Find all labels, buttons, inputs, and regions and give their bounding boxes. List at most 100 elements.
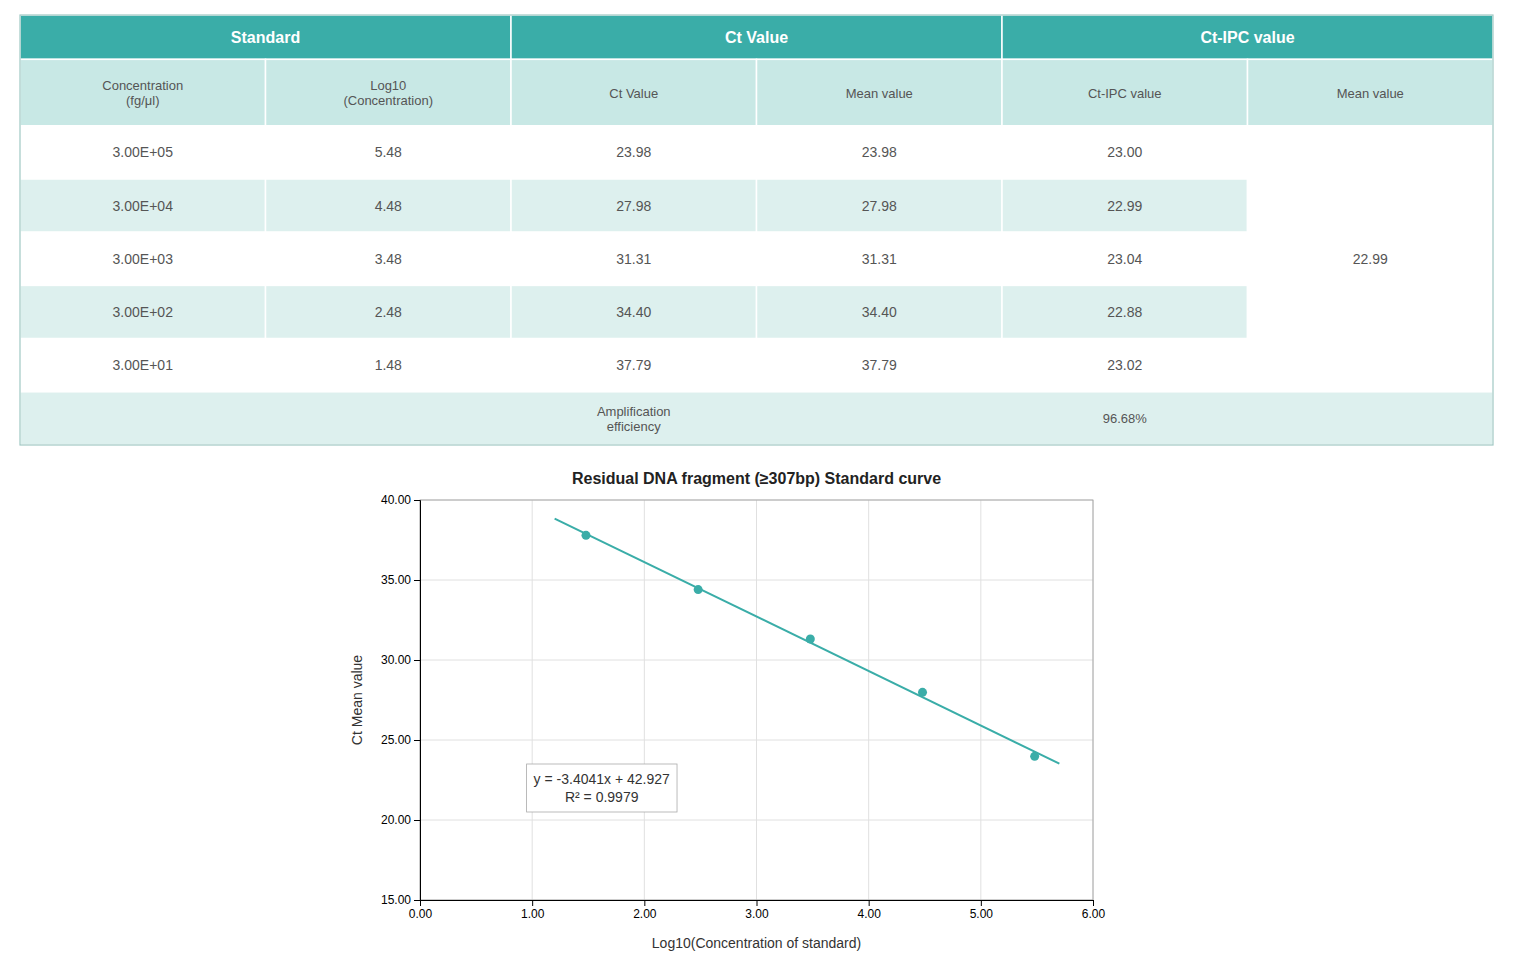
cell-text: 3.00E+05	[113, 144, 174, 160]
table-cell	[757, 339, 1003, 392]
table-cell	[266, 339, 512, 392]
table-border	[20, 15, 1493, 445]
tick-mark	[532, 900, 533, 906]
grid	[420, 500, 1093, 900]
header-text: Mean value	[846, 85, 913, 100]
cell-text: 37.79	[616, 357, 651, 373]
tick: 6.00	[1082, 900, 1106, 921]
footer-text: 96.68%	[1103, 411, 1148, 426]
grid-line-y	[420, 660, 1093, 661]
table-cell	[511, 339, 757, 392]
table-cell	[1002, 179, 1248, 232]
grid-line-x	[756, 500, 757, 900]
header-group-text: Standard	[231, 29, 300, 46]
tick-label: 6.00	[1082, 907, 1106, 921]
tick-label: 15.00	[381, 893, 411, 907]
annotation-box	[527, 764, 677, 812]
cell-text: 1.48	[375, 357, 402, 373]
x-axis: 0.001.002.003.004.005.006.00	[409, 900, 1106, 921]
tick: 15.00	[381, 893, 420, 907]
header-text: Concentration(fg/μl)	[102, 77, 183, 108]
header-cell	[757, 59, 1003, 125]
header-cell	[1248, 59, 1494, 125]
chart-root: Standard Ct Value Ct-IPC value Concentratio…	[0, 0, 1513, 977]
tick-mark	[414, 820, 420, 821]
tick-label: 4.00	[857, 907, 881, 921]
table-cell	[20, 285, 266, 338]
cell-text: 22.99	[1107, 198, 1142, 214]
axis-line	[421, 901, 1094, 907]
tick: 4.00	[857, 900, 881, 921]
point	[806, 635, 815, 644]
trend-line	[555, 519, 1060, 764]
table-cell	[1002, 285, 1248, 338]
table-cell	[266, 126, 512, 179]
axis-line	[414, 501, 421, 901]
cell-text: 2.48	[375, 304, 402, 320]
tick: 3.00	[745, 900, 769, 921]
cell-text: 3.00E+04	[113, 198, 174, 214]
header-cell	[20, 59, 266, 125]
cell-text: 23.02	[1107, 357, 1142, 373]
tick-mark	[414, 500, 420, 501]
grid-line-x	[980, 500, 981, 900]
grid-line-x	[644, 500, 645, 900]
table-cell	[511, 126, 757, 179]
y-axis: 15.0020.0025.0030.0035.0040.00	[381, 493, 421, 907]
tick: 2.00	[633, 900, 657, 921]
cell-text: 23.04	[1107, 251, 1142, 267]
tick-mark	[414, 580, 420, 581]
tick-mark	[414, 740, 420, 741]
grid-line-x	[532, 500, 533, 900]
cell-text: 34.40	[616, 304, 651, 320]
tick: 20.00	[381, 813, 420, 827]
cell-text: 34.40	[862, 304, 897, 320]
tick-label: 30.00	[381, 653, 411, 667]
tick-mark	[869, 900, 870, 906]
tick-label: 35.00	[381, 573, 411, 587]
cell-text: 23.98	[616, 144, 651, 160]
tick-mark	[414, 900, 420, 901]
cell-text: 3.00E+02	[113, 304, 174, 320]
annotation-text: y = -3.4041x + 42.927	[534, 771, 670, 787]
table-cell	[1248, 126, 1494, 392]
tick-label: 1.00	[521, 907, 545, 921]
header-group-cell	[511, 15, 1002, 59]
header-cell	[511, 59, 757, 125]
header-text: Ct-IPC value	[1088, 85, 1162, 100]
tick: 1.00	[521, 900, 545, 921]
table-cell	[757, 285, 1003, 338]
annotation-text: R² = 0.9979	[565, 789, 639, 805]
table-cell	[266, 232, 512, 285]
x-axis-title: Log10(Concentration of standard)	[652, 935, 861, 951]
tick-mark	[1093, 900, 1094, 906]
point	[694, 585, 703, 594]
cell-text: 37.79	[862, 357, 897, 373]
tick-mark	[414, 660, 420, 661]
cell-text: 31.31	[616, 251, 651, 267]
tick-mark	[981, 900, 982, 906]
grid-line-y	[420, 740, 1093, 741]
tick-label: 20.00	[381, 813, 411, 827]
table-cell	[511, 232, 757, 285]
cell-text: 27.98	[862, 198, 897, 214]
plot: 0.001.002.003.004.005.006.0015.0020.0025…	[381, 493, 1106, 920]
point	[582, 531, 591, 540]
cell-text: 23.98	[862, 144, 897, 160]
grid-line-x	[868, 500, 869, 900]
point	[1030, 752, 1039, 761]
table-cell	[757, 232, 1003, 285]
point	[918, 688, 927, 697]
cell-text: 3.48	[375, 251, 402, 267]
tick-mark	[757, 900, 758, 906]
tick-mark	[644, 900, 645, 906]
tick-label: 25.00	[381, 733, 411, 747]
header-group-text: Ct Value	[725, 29, 788, 46]
cell-text: 23.00	[1107, 144, 1142, 160]
tick-label: 5.00	[970, 907, 994, 921]
tick: 5.00	[970, 900, 994, 921]
header-text: Ct Value	[609, 85, 658, 100]
cell-text: 22.88	[1107, 304, 1142, 320]
footer-text: Amplificationefficiency	[597, 403, 671, 434]
table-cell	[757, 179, 1003, 232]
